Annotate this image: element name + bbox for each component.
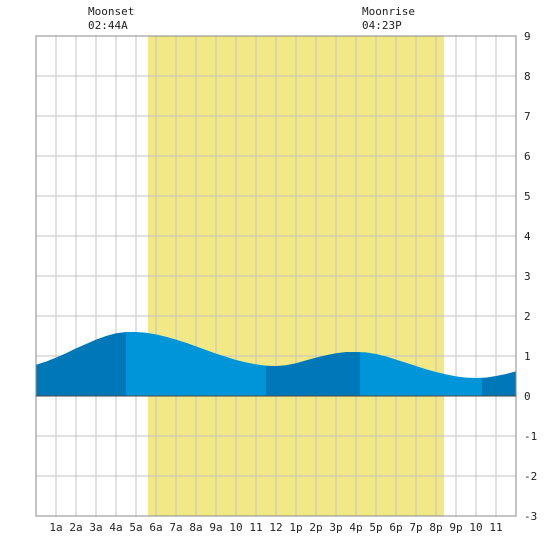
- x-tick-label: 8a: [189, 521, 202, 534]
- y-tick-label: 6: [524, 150, 531, 163]
- x-tick-label: 9p: [449, 521, 462, 534]
- y-tick-label: 7: [524, 110, 531, 123]
- x-tick-label: 5a: [129, 521, 142, 534]
- x-tick-label: 10: [229, 521, 242, 534]
- y-tick-label: 8: [524, 70, 531, 83]
- x-tick-label: 7p: [409, 521, 422, 534]
- tide-area-segment: [36, 332, 126, 396]
- x-tick-label: 3a: [89, 521, 102, 534]
- x-tick-labels: 1a 2a 3a 4a 5a 6a 7a 8a 9a 10 11 12 1p 2p 3p 4p 5p 6p 7p 8p…: [49, 521, 502, 534]
- x-tick-label: 2a: [69, 521, 82, 534]
- x-tick-label: 12: [269, 521, 282, 534]
- x-tick-label: 7a: [169, 521, 182, 534]
- x-tick-label: 10: [469, 521, 482, 534]
- moonrise-time: 04:23P: [362, 19, 402, 32]
- frame-layer: [35, 35, 517, 517]
- x-tick-label: 1p: [289, 521, 302, 534]
- y-tick-label: -1: [524, 430, 537, 443]
- y-tick-labels: 9 8 7 6 5 4 3 2 1 0 -1 -2 -3: [524, 30, 537, 523]
- x-tick-label: 11: [249, 521, 262, 534]
- moonrise-label: Moonrise: [362, 5, 415, 18]
- moonset-time: 02:44A: [88, 19, 128, 32]
- tide-area-segment: [482, 371, 516, 396]
- tide-area-segment: [360, 352, 482, 396]
- tide-area-segment: [126, 332, 266, 396]
- x-tick-label: 2p: [309, 521, 322, 534]
- y-tick-label: 2: [524, 310, 531, 323]
- x-tick-label: 6p: [389, 521, 402, 534]
- y-tick-label: 4: [524, 230, 531, 243]
- moonset-label: Moonset: [88, 5, 134, 18]
- y-tick-label: 9: [524, 30, 531, 43]
- y-tick-label: 5: [524, 190, 531, 203]
- y-tick-label: 3: [524, 270, 531, 283]
- x-tick-label: 6a: [149, 521, 162, 534]
- x-tick-label: 11: [489, 521, 502, 534]
- x-tick-label: 1a: [49, 521, 62, 534]
- x-tick-label: 5p: [369, 521, 382, 534]
- tide-area-segment: [266, 352, 360, 396]
- plot-frame: [35, 35, 517, 517]
- y-tick-label: -2: [524, 470, 537, 483]
- y-tick-label: 0: [524, 390, 531, 403]
- x-tick-label: 3p: [329, 521, 342, 534]
- tide-area-layer: [36, 332, 516, 396]
- x-tick-label: 8p: [429, 521, 442, 534]
- x-tick-label: 9a: [209, 521, 222, 534]
- y-tick-label: -3: [524, 510, 537, 523]
- x-tick-label: 4p: [349, 521, 362, 534]
- y-tick-label: 1: [524, 350, 531, 363]
- x-tick-label: 4a: [109, 521, 122, 534]
